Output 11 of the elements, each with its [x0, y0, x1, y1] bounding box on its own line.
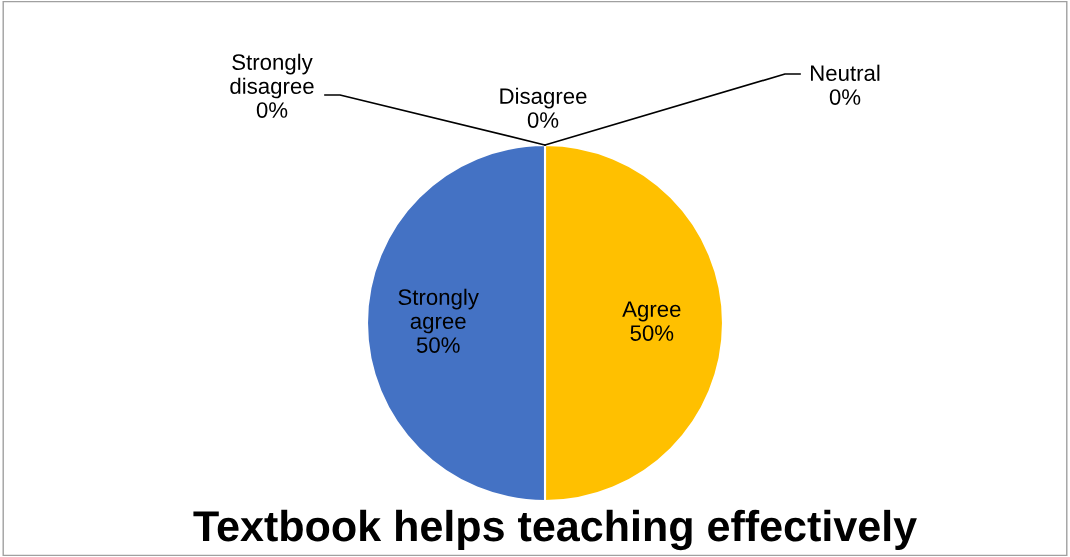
slice-label: Strongly agree	[398, 288, 479, 334]
data-label: 50%	[416, 337, 460, 353]
category-label: Disagree	[500, 87, 587, 109]
text: 0%	[829, 89, 861, 105]
text: 0%	[256, 102, 288, 118]
text: Textbook helps teaching effectively	[193, 509, 917, 551]
text: 0%	[527, 112, 559, 128]
slice-label: Agree	[622, 301, 681, 322]
category-label: Strongly disagree	[230, 53, 314, 99]
category-label: Neutral	[811, 64, 880, 81]
data-label: 50%	[630, 325, 674, 341]
